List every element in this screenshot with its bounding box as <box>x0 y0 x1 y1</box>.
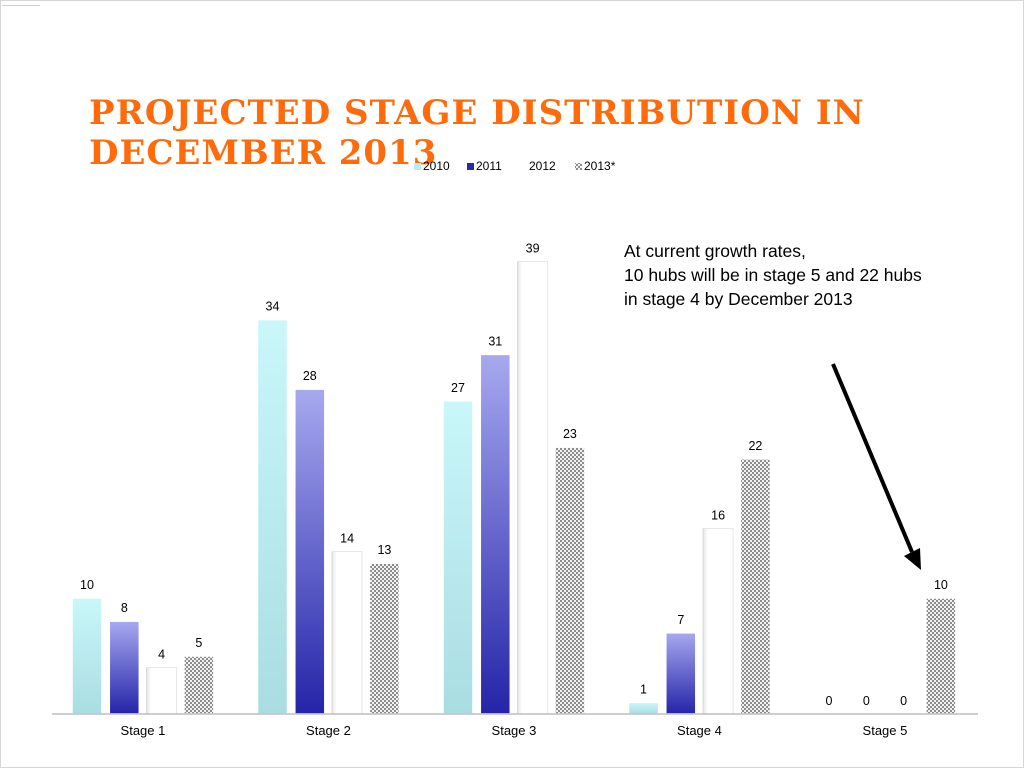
legend-label: 2013* <box>584 159 616 173</box>
bar-2012-stage-4 <box>702 528 734 715</box>
bar-2011-stage-4 <box>665 632 697 715</box>
slide-title: Projected Stage Distribution in December… <box>89 93 865 173</box>
bar-2012-stage-3 <box>517 261 548 715</box>
bar-2013-stage-1 <box>183 655 215 715</box>
legend-swatch <box>467 163 474 170</box>
category-label: Stage 5 <box>863 723 908 738</box>
data-label: 22 <box>748 439 762 453</box>
data-label: 0 <box>863 694 870 708</box>
data-label: 5 <box>195 636 202 650</box>
data-label: 0 <box>826 694 833 708</box>
bar-2013-stage-2 <box>368 562 401 715</box>
data-label: 31 <box>488 334 502 348</box>
bar-2010-stage-1 <box>71 597 103 715</box>
value-labels: 10 8 4 5 34 28 14 13 27 31 39 23 1 7 16 22 0 0 0 10 <box>80 242 948 708</box>
arrow-shaft <box>831 363 914 553</box>
data-label: 7 <box>677 613 684 627</box>
bar-2012-stage-2 <box>331 551 363 715</box>
data-label: 4 <box>158 648 165 662</box>
data-label: 27 <box>451 381 465 395</box>
arrow-head <box>904 548 921 570</box>
bar-2010-stage-2 <box>256 318 289 715</box>
legend-label: 2010 <box>423 159 450 173</box>
bar-2011-stage-2 <box>294 388 326 715</box>
bar-2011-stage-3 <box>479 353 512 715</box>
annotation-line: 10 hubs will be in stage 5 and 22 hubs <box>624 265 922 285</box>
category-label: Stage 2 <box>306 723 351 738</box>
data-label: 8 <box>121 601 128 615</box>
legend-label: 2011 <box>476 159 502 173</box>
category-label: Stage 4 <box>677 723 722 738</box>
corner-mark <box>2 1 40 6</box>
bar-2013-stage-3 <box>554 446 586 715</box>
data-label: 14 <box>340 532 354 546</box>
data-label: 1 <box>640 682 647 696</box>
annotation-arrow <box>831 363 921 570</box>
bar-2013-stage-4 <box>739 458 772 715</box>
bar-2012-stage-1 <box>146 667 178 715</box>
annotation-line: in stage 4 by December 2013 <box>624 289 853 309</box>
data-label: 23 <box>563 427 577 441</box>
legend-swatch <box>414 163 421 170</box>
legend-label: 2012 <box>529 159 556 173</box>
data-label: 28 <box>303 369 317 383</box>
annotation-line: At current growth rates, <box>624 241 806 261</box>
legend-swatch <box>575 163 582 170</box>
data-label: 0 <box>900 694 907 708</box>
category-labels: Stage 1 Stage 2 Stage 3 Stage 4 Stage 5 <box>121 723 908 738</box>
data-label: 34 <box>266 300 280 314</box>
bar-2013-stage-5 <box>925 597 957 715</box>
legend: 2010 2011 2012 2013* <box>414 159 616 173</box>
category-label: Stage 1 <box>121 723 166 738</box>
annotation-text: At current growth rates, 10 hubs will be… <box>624 239 1004 311</box>
data-label: 16 <box>711 508 725 522</box>
bar-2010-stage-4 <box>627 701 660 715</box>
data-label: 10 <box>80 578 94 592</box>
bar-2011-stage-1 <box>108 620 141 715</box>
data-label: 10 <box>934 578 948 592</box>
category-label: Stage 3 <box>492 723 537 738</box>
bars <box>71 261 957 715</box>
bar-2010-stage-3 <box>442 400 474 715</box>
data-label: 39 <box>526 242 540 256</box>
data-label: 13 <box>377 543 391 557</box>
